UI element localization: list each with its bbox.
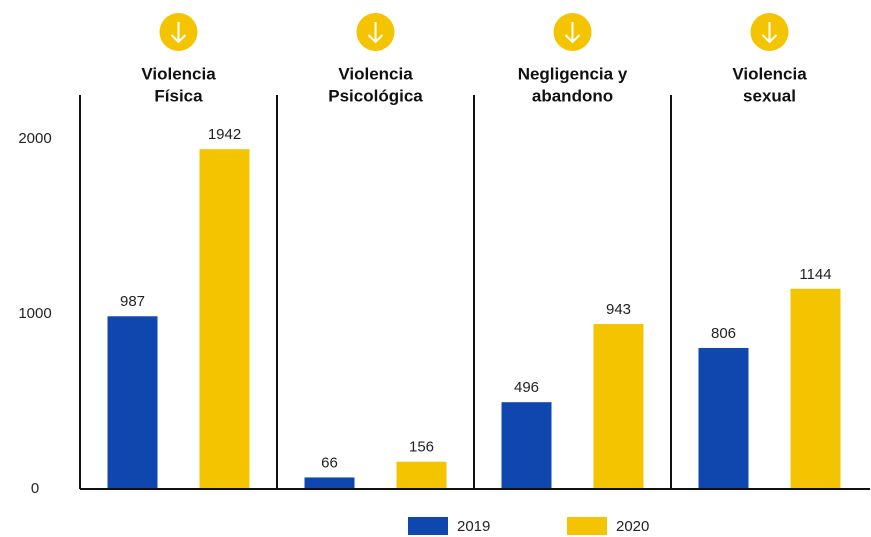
value-label: 943 xyxy=(606,301,631,318)
bar xyxy=(107,316,158,489)
bar xyxy=(304,477,355,489)
value-label: 66 xyxy=(321,454,338,471)
category-label: Psicológica xyxy=(328,86,423,105)
legend-label: 2019 xyxy=(457,518,490,535)
category-label: Violencia xyxy=(732,64,807,83)
value-label: 806 xyxy=(711,325,736,342)
bar xyxy=(396,461,447,489)
down-arrow xyxy=(367,22,384,44)
category-label: Física xyxy=(154,86,203,105)
bar xyxy=(593,323,644,489)
legend-label: 2020 xyxy=(616,518,649,535)
bar xyxy=(501,402,552,489)
y-tick-label: 2000 xyxy=(18,130,51,147)
value-label: 1144 xyxy=(799,266,831,283)
bar xyxy=(698,347,749,489)
down-arrow xyxy=(761,22,778,44)
y-tick-label: 1000 xyxy=(18,305,51,322)
category-label: sexual xyxy=(743,86,796,105)
bar xyxy=(790,288,841,489)
value-label: 156 xyxy=(409,439,434,456)
category-label: Violencia xyxy=(338,64,413,83)
category-label: Violencia xyxy=(141,64,216,83)
legend-swatch xyxy=(408,517,448,535)
value-label: 496 xyxy=(514,379,539,396)
down-arrow xyxy=(170,22,187,44)
category-label: Negligencia y xyxy=(518,64,628,83)
y-tick-label: 0 xyxy=(31,480,39,497)
legend-swatch xyxy=(567,517,607,535)
category-label: abandono xyxy=(532,86,613,105)
value-label: 1942 xyxy=(208,126,241,143)
value-label: 987 xyxy=(120,293,145,310)
bar xyxy=(199,149,250,489)
down-arrow xyxy=(564,22,581,44)
